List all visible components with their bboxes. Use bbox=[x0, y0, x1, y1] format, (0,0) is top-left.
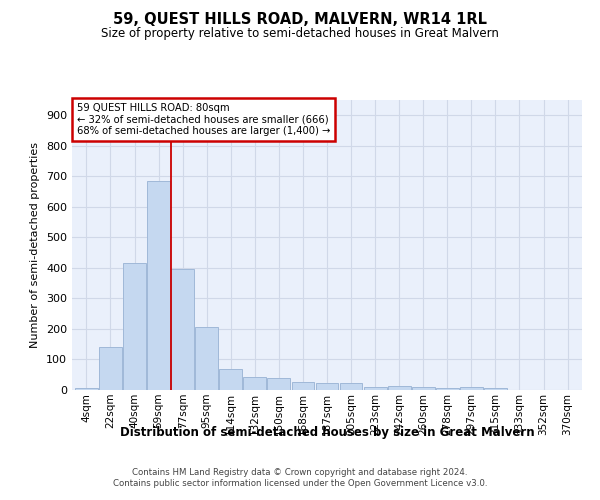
Bar bbox=[75, 388, 98, 390]
Y-axis label: Number of semi-detached properties: Number of semi-detached properties bbox=[31, 142, 40, 348]
Bar bbox=[364, 387, 386, 390]
Bar bbox=[99, 348, 122, 390]
Text: Size of property relative to semi-detached houses in Great Malvern: Size of property relative to semi-detach… bbox=[101, 28, 499, 40]
Bar bbox=[268, 378, 290, 390]
Bar bbox=[123, 264, 146, 390]
Bar bbox=[244, 377, 266, 390]
Bar bbox=[340, 384, 362, 390]
Text: 59, QUEST HILLS ROAD, MALVERN, WR14 1RL: 59, QUEST HILLS ROAD, MALVERN, WR14 1RL bbox=[113, 12, 487, 28]
Text: Contains HM Land Registry data © Crown copyright and database right 2024.: Contains HM Land Registry data © Crown c… bbox=[132, 468, 468, 477]
Bar bbox=[460, 387, 483, 390]
Bar bbox=[484, 388, 507, 390]
Bar bbox=[195, 328, 218, 390]
Bar bbox=[220, 368, 242, 390]
Text: Contains public sector information licensed under the Open Government Licence v3: Contains public sector information licen… bbox=[113, 480, 487, 488]
Text: Distribution of semi-detached houses by size in Great Malvern: Distribution of semi-detached houses by … bbox=[119, 426, 535, 439]
Bar bbox=[412, 387, 434, 390]
Text: 59 QUEST HILLS ROAD: 80sqm
← 32% of semi-detached houses are smaller (666)
68% o: 59 QUEST HILLS ROAD: 80sqm ← 32% of semi… bbox=[77, 103, 331, 136]
Bar bbox=[388, 386, 410, 390]
Bar bbox=[292, 382, 314, 390]
Bar bbox=[436, 388, 459, 390]
Bar bbox=[316, 384, 338, 390]
Bar bbox=[147, 181, 170, 390]
Bar bbox=[171, 270, 194, 390]
